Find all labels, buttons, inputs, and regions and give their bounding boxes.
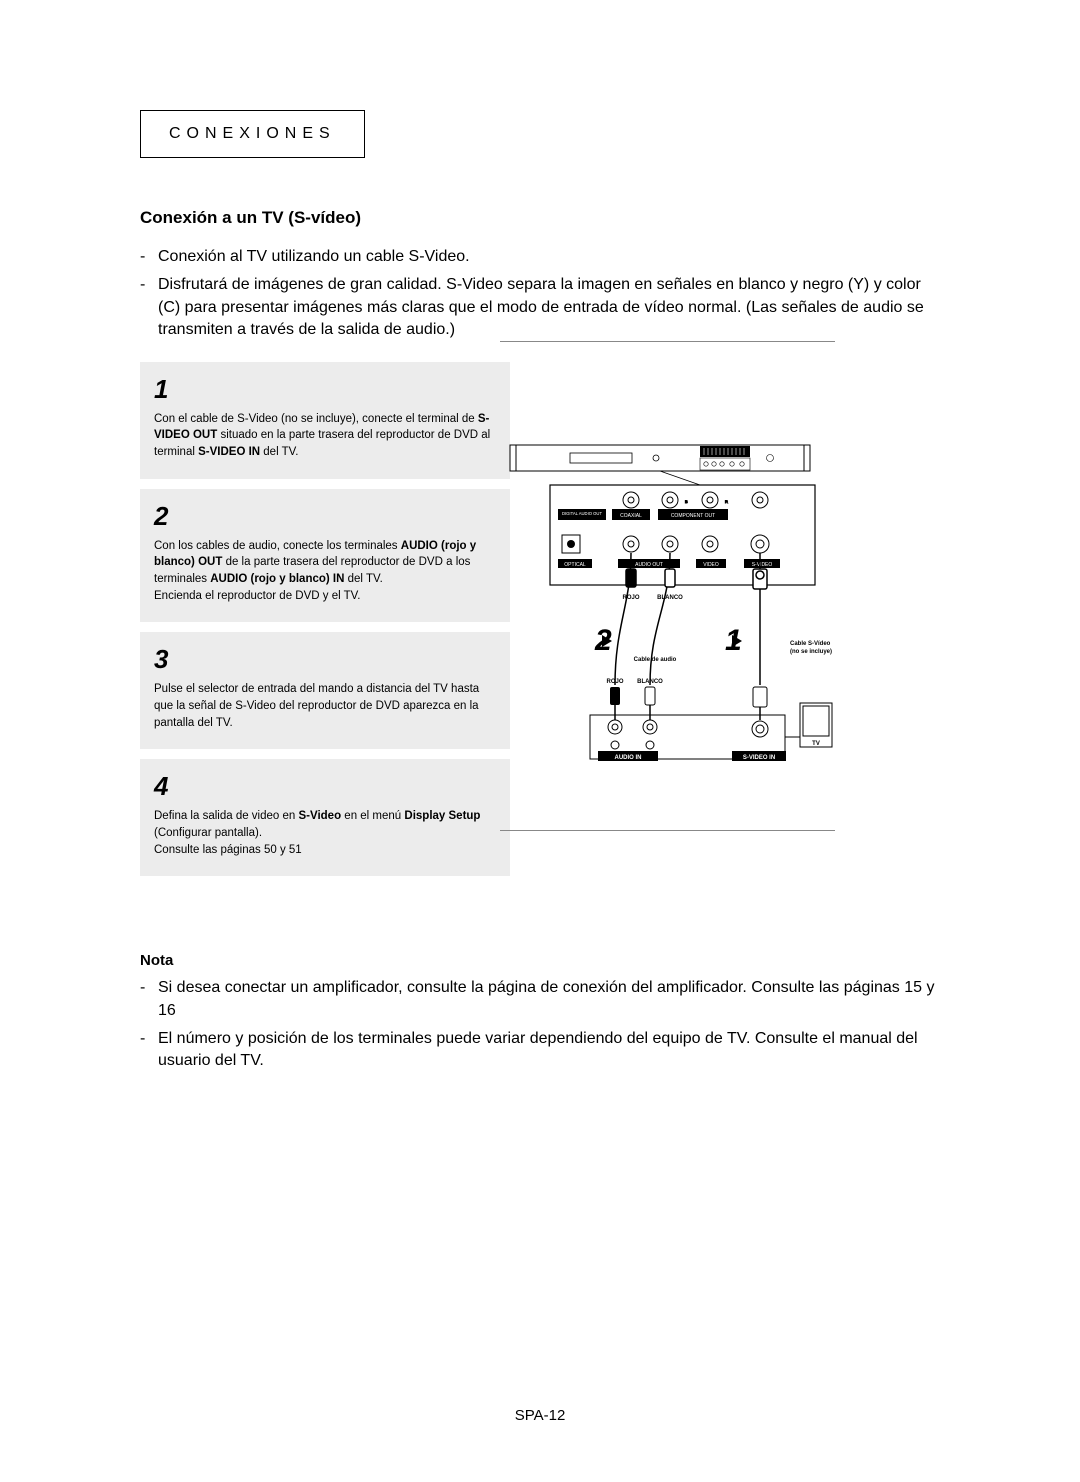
step-block: 1 Con el cable de S-Video (no se incluye… [140,362,510,479]
step-number: 1 [154,374,496,405]
svg-text:R: R [725,499,728,504]
step-text: Con los cables de audio, conecte los ter… [154,538,496,605]
section-header-box: CONEXIONES [140,110,365,158]
note-item: El número y posición de los terminales p… [140,1028,940,1073]
label-rojo: ROJO [622,595,639,601]
label-cable-svideo-note: (no se incluye) [790,649,832,655]
step-number: 3 [154,644,496,675]
label-tv: TV [812,741,820,747]
page-number: SPA-12 [0,1407,1080,1424]
audio-plugs-bottom-icon: ROJO BLANCO [606,679,663,749]
label-digital-audio-out: DIGITAL AUDIO OUT [562,511,602,516]
note-item: Si desea conectar un amplificador, consu… [140,977,940,1022]
diagram-rule-top [500,341,835,342]
step-block: 3 Pulse el selector de entrada del mando… [140,632,510,749]
rear-panel-icon: DIGITAL AUDIO OUT COAXIAL COMPONENT OUT … [550,485,815,585]
label-optical: OPTICAL [564,562,586,568]
label-blanco: BLANCO [637,679,663,685]
svideo-cable-icon [753,553,767,685]
connection-diagram: DIGITAL AUDIO OUT COAXIAL COMPONENT OUT … [500,345,835,835]
label-rojo: ROJO [606,679,623,685]
tv-icon: TV [785,703,832,747]
label-cable-svideo: Cable S-Vídeo [790,641,831,647]
dvd-player-icon [510,445,810,485]
section-header-label: CONEXIONES [169,125,336,142]
label-audio-in: AUDIO IN [615,755,642,761]
label-blanco: BLANCO [657,595,683,601]
step-text: Con el cable de S-Video (no se incluye),… [154,411,496,461]
label-svideo-in: S-VIDEO IN [743,755,775,761]
label-video: VIDEO [703,562,719,568]
note-list: Si desea conectar un amplificador, consu… [140,977,940,1073]
svideo-plug-bottom-icon [752,687,768,737]
intro-item: Conexión al TV utilizando un cable S-Vid… [140,246,940,268]
svg-text:B: B [685,499,688,504]
step-block: 4 Defina la salida de video en S-Video e… [140,759,510,876]
label-audio-out: AUDIO OUT [635,562,663,568]
page-title: Conexión a un TV (S-vídeo) [140,208,940,228]
label-svideo: S-VIDEO [752,562,773,568]
intro-item: Disfrutará de imágenes de gran calidad. … [140,274,940,341]
step-number: 4 [154,771,496,802]
step-block: 2 Con los cables de audio, conecte los t… [140,489,510,623]
label-coaxial: COAXIAL [620,513,642,519]
step-number: 2 [154,501,496,532]
step-text: Defina la salida de video en S-Video en … [154,808,496,858]
note-block: Nota Si desea conectar un amplificador, … [140,952,940,1073]
note-title: Nota [140,952,940,969]
step-text: Pulse el selector de entrada del mando a… [154,681,496,731]
label-cable-audio: Cable de audio [634,657,677,663]
label-component-out: COMPONENT OUT [671,513,715,519]
intro-list: Conexión al TV utilizando un cable S-Vid… [140,246,940,342]
